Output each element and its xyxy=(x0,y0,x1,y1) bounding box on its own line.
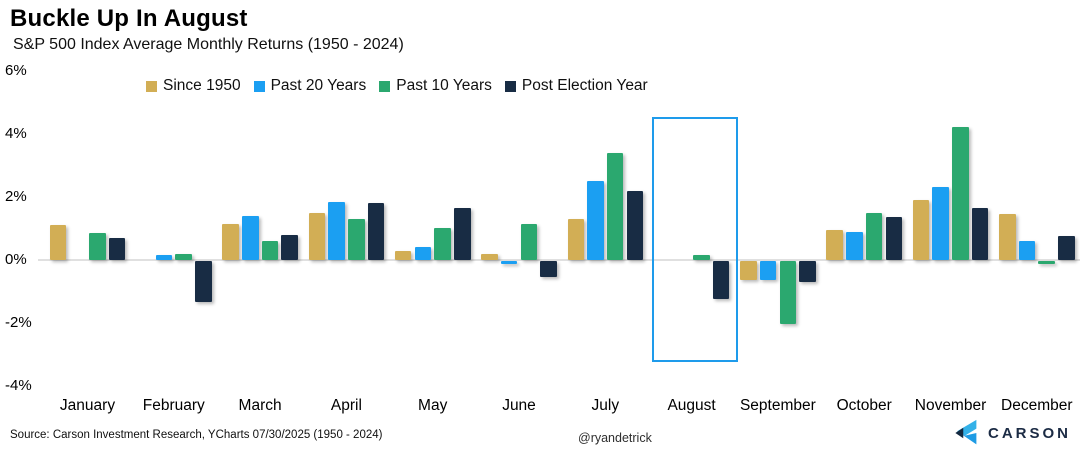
legend-label: Past 10 Years xyxy=(396,77,492,94)
legend-item-since-1950: Since 1950 xyxy=(146,77,241,95)
carson-logo: CARSON xyxy=(951,419,1071,447)
x-axis-label-march: March xyxy=(238,397,282,414)
bar-january-post-election-year xyxy=(108,237,126,260)
bar-february-past-20-years xyxy=(155,255,173,260)
y-axis-label--4: -4% xyxy=(5,377,32,395)
source-note: Source: Carson Investment Research, YCha… xyxy=(10,429,383,441)
legend-swatch-since-1950 xyxy=(146,80,157,92)
legend: Since 1950 Past 20 Years Past 10 Years Post… xyxy=(146,77,648,95)
bar-october-post-election-year xyxy=(885,217,902,260)
bar-july-post-election-year xyxy=(626,190,644,260)
bar-march-past-10-years xyxy=(261,241,279,260)
bar-september-past-20-years xyxy=(759,261,777,280)
bar-december-post-election-year xyxy=(1058,236,1075,260)
bar-july-past-20-years xyxy=(587,181,604,260)
bar-december-past-20-years xyxy=(1018,241,1036,260)
chart-subtitle: S&P 500 Index Average Monthly Returns (1… xyxy=(13,36,404,53)
bar-october-past-20-years xyxy=(846,231,863,260)
twitter-handle: @ryandetrick xyxy=(578,431,652,445)
bar-september-past-10-years xyxy=(779,261,796,325)
bar-may-post-election-year xyxy=(454,207,471,260)
bar-march-past-20-years xyxy=(242,215,259,260)
x-axis-label-april: April xyxy=(330,397,362,414)
bar-june-past-20-years xyxy=(500,261,518,265)
bar-february-post-election-year xyxy=(195,261,212,302)
legend-swatch-past-10-years xyxy=(379,80,391,92)
bar-november-since-1950 xyxy=(912,200,930,260)
legend-item-post-election-year: Post Election Year xyxy=(504,77,648,95)
bar-march-post-election-year xyxy=(281,234,298,260)
legend-item-past-10-years: Past 10 Years xyxy=(379,77,492,95)
carson-wordmark: CARSON xyxy=(987,424,1071,442)
bar-may-past-20-years xyxy=(414,247,432,260)
x-axis-label-february: February xyxy=(142,397,205,414)
x-axis-label-september: September xyxy=(739,397,816,414)
bar-may-since-1950 xyxy=(394,250,412,260)
bar-june-post-election-year xyxy=(540,261,557,277)
bar-april-past-20-years xyxy=(328,201,345,260)
bar-march-since-1950 xyxy=(222,223,239,260)
y-axis-label--2: -2% xyxy=(5,314,32,332)
y-axis-label-6: 6% xyxy=(5,61,27,79)
bar-january-past-10-years xyxy=(89,233,106,260)
y-axis-label-0: 0% xyxy=(5,251,27,268)
bar-december-past-10-years xyxy=(1038,261,1055,265)
x-axis-label-may: May xyxy=(418,397,448,414)
legend-label: Since 1950 xyxy=(163,77,241,94)
y-axis-label-4: 4% xyxy=(5,124,27,142)
bar-january-since-1950 xyxy=(49,225,67,260)
y-axis-label-2: 2% xyxy=(5,187,27,205)
legend-label: Past 20 Years xyxy=(270,77,367,94)
legend-swatch-post-election-year xyxy=(504,80,516,92)
x-axis-label-october: October xyxy=(836,397,892,414)
bar-february-past-10-years xyxy=(175,253,192,260)
legend-swatch-past-20-years xyxy=(253,80,265,92)
bar-september-since-1950 xyxy=(740,261,757,280)
bar-april-past-10-years xyxy=(348,218,365,260)
bar-july-past-10-years xyxy=(606,152,624,260)
bar-june-past-10-years xyxy=(520,223,538,260)
bar-may-past-10-years xyxy=(434,228,451,260)
x-axis-label-december: December xyxy=(1001,397,1073,414)
bar-november-post-election-year xyxy=(971,207,989,260)
x-axis-label-january: January xyxy=(59,397,116,414)
zero-gridline xyxy=(38,259,1080,261)
chart-title: Buckle Up In August xyxy=(10,5,248,32)
bar-december-since-1950 xyxy=(999,214,1016,260)
bar-november-past-20-years xyxy=(932,187,949,260)
bar-september-post-election-year xyxy=(799,261,816,282)
legend-item-past-20-years: Past 20 Years xyxy=(253,77,367,95)
august-highlight-box xyxy=(652,117,739,362)
bar-october-past-10-years xyxy=(865,212,883,260)
x-axis-label-july: July xyxy=(591,397,620,414)
bar-april-since-1950 xyxy=(308,212,326,260)
bar-june-since-1950 xyxy=(481,253,498,260)
x-axis-label-august: August xyxy=(667,397,716,414)
x-axis-label-november: November xyxy=(914,397,987,414)
bar-august-post-election-year xyxy=(712,261,730,299)
bar-july-since-1950 xyxy=(567,218,584,260)
bar-november-past-10-years xyxy=(952,127,969,260)
legend-label: Post Election Year xyxy=(521,77,648,94)
bar-august-past-10-years xyxy=(693,255,710,260)
x-axis-label-june: June xyxy=(502,397,536,414)
bar-april-post-election-year xyxy=(367,203,385,260)
bar-october-since-1950 xyxy=(826,230,843,260)
carson-logo-icon xyxy=(955,419,977,445)
